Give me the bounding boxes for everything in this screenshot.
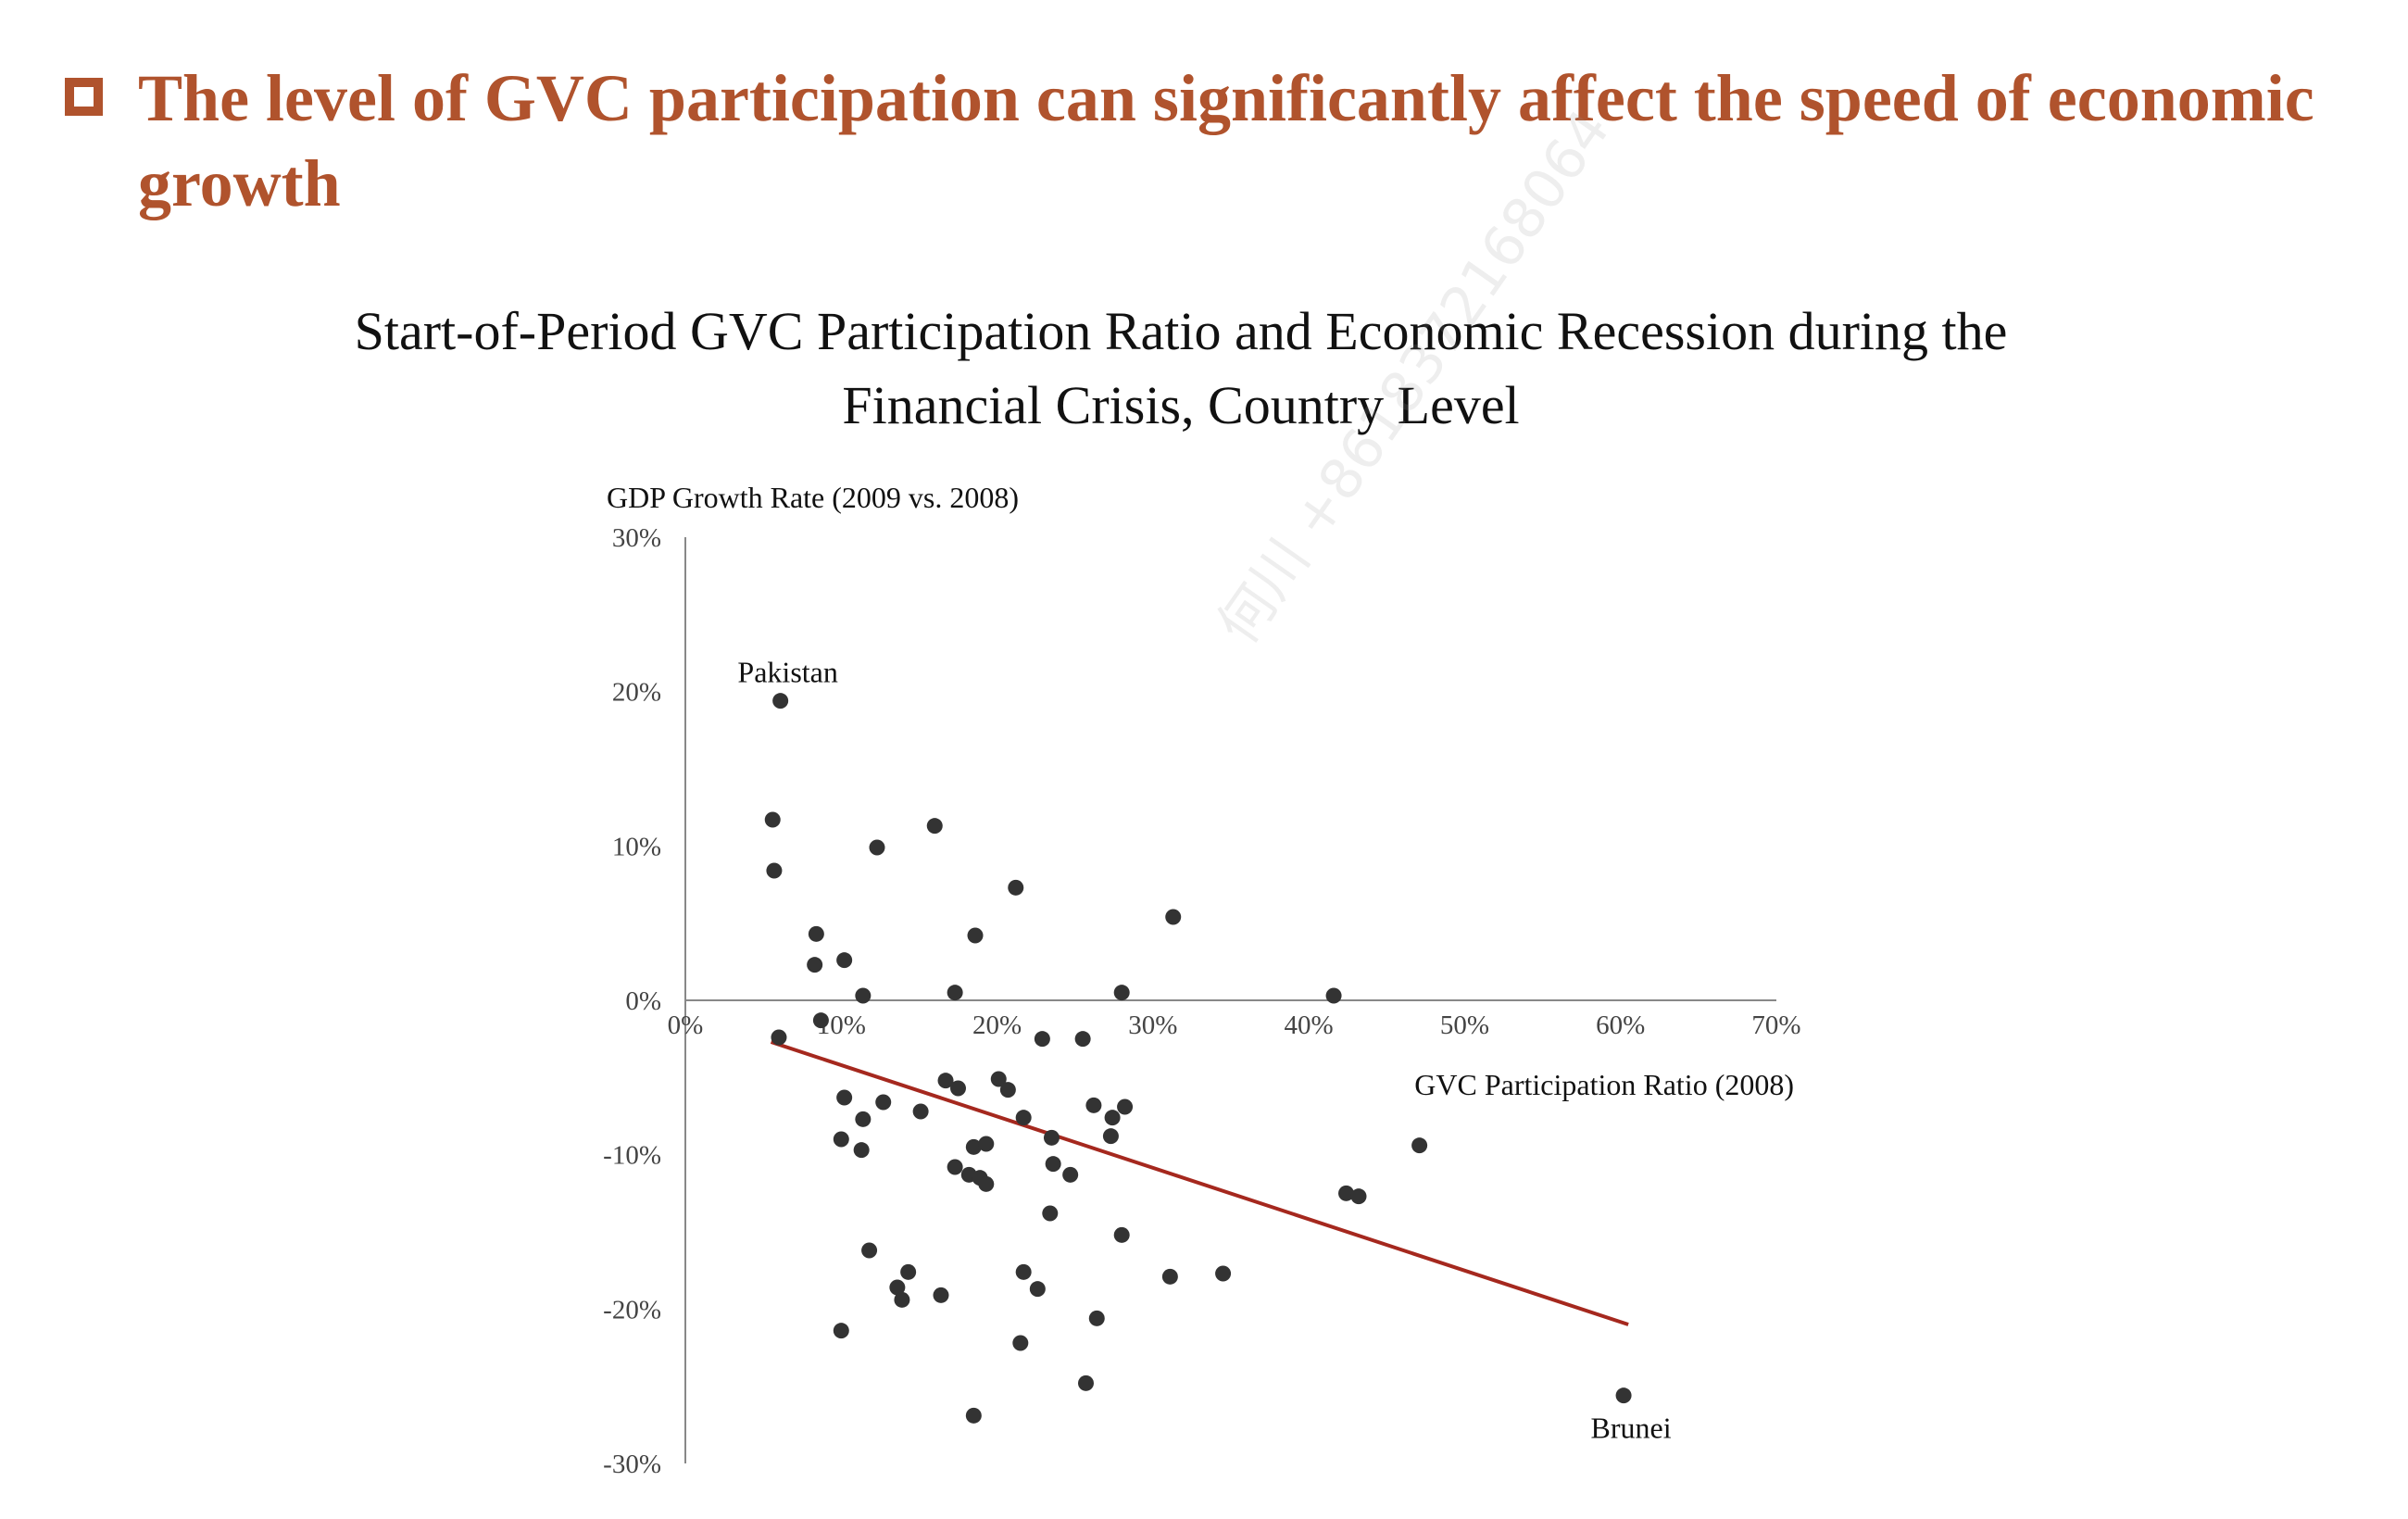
trendline xyxy=(770,1040,1629,1326)
data-point xyxy=(861,1242,878,1259)
data-point xyxy=(1012,1335,1029,1351)
data-point xyxy=(1045,1156,1061,1173)
tick-labels: 0% 10% 20% 30% 40% 50% 60% 70%30%20%10%0%-10%-2… xyxy=(603,523,1800,1479)
data-point xyxy=(1062,1166,1079,1183)
data-point xyxy=(1077,1375,1094,1391)
chart-title: Start-of-Period GVC Participation Ratio … xyxy=(354,301,2008,435)
data-point xyxy=(965,1138,982,1155)
y-tick-label: -20% xyxy=(603,1295,661,1324)
y-axis-label: GDP Growth Rate (2009 vs. 2008) xyxy=(607,481,1019,514)
data-point xyxy=(999,1082,1016,1098)
square-bullet-icon xyxy=(65,78,103,116)
data-point xyxy=(1085,1097,1102,1113)
data-point xyxy=(1165,909,1182,925)
data-point xyxy=(853,1142,870,1159)
y-tick-label: 30% xyxy=(612,523,661,553)
data-point xyxy=(1015,1110,1032,1126)
x-tick-label: 70% xyxy=(1751,1011,1800,1040)
data-point xyxy=(950,1080,966,1097)
slide-headline: The level of GVC participation can signi… xyxy=(65,56,2343,226)
data-point xyxy=(990,1071,1007,1087)
x-tick-label: 30% xyxy=(1128,1011,1177,1040)
point-annotation-label: Pakistan xyxy=(737,656,837,689)
x-tick-label: 20% xyxy=(972,1011,1022,1040)
data-point xyxy=(836,1089,853,1106)
data-point xyxy=(833,1323,849,1339)
data-point xyxy=(1104,1110,1121,1126)
point-annotations: Pakistan Brunei xyxy=(737,656,1671,1445)
data-point xyxy=(1088,1310,1105,1326)
data-point xyxy=(889,1279,906,1296)
data-point xyxy=(1411,1137,1428,1154)
data-point xyxy=(894,1291,910,1308)
x-tick-label: 0% xyxy=(668,1011,704,1040)
data-point xyxy=(1042,1205,1059,1222)
data-point xyxy=(947,1159,963,1175)
data-point xyxy=(1350,1188,1367,1205)
data-point xyxy=(1008,879,1024,896)
point-annotation-label: Brunei xyxy=(1591,1412,1672,1445)
data-points xyxy=(764,693,1632,1424)
data-point xyxy=(947,985,963,1001)
data-point xyxy=(900,1263,917,1280)
data-point xyxy=(978,1136,995,1152)
data-point xyxy=(808,925,824,942)
data-point xyxy=(965,1407,982,1424)
data-point xyxy=(1113,1226,1130,1243)
data-point xyxy=(1113,985,1130,1001)
data-point xyxy=(807,957,823,973)
data-point xyxy=(1043,1129,1060,1146)
x-axis-label: GVC Participation Ratio (2008) xyxy=(1414,1068,1794,1101)
data-point xyxy=(875,1094,892,1111)
data-point xyxy=(764,811,781,828)
data-point xyxy=(772,693,789,709)
data-point xyxy=(812,1012,829,1029)
data-point xyxy=(869,839,885,856)
x-tick-label: 40% xyxy=(1285,1011,1334,1040)
data-point xyxy=(1338,1185,1355,1201)
data-point xyxy=(833,1131,849,1148)
data-point xyxy=(836,952,853,969)
y-tick-label: -30% xyxy=(603,1450,661,1479)
y-tick-label: -10% xyxy=(603,1141,661,1171)
data-point xyxy=(1074,1031,1091,1048)
data-point xyxy=(933,1287,949,1303)
y-tick-label: 20% xyxy=(612,678,661,708)
data-point xyxy=(1117,1098,1134,1115)
y-tick-label: 10% xyxy=(612,832,661,861)
data-point xyxy=(1015,1263,1032,1280)
data-point xyxy=(926,818,943,835)
y-tick-label: 0% xyxy=(625,986,661,1016)
data-point xyxy=(1325,987,1342,1004)
data-point xyxy=(978,1175,995,1192)
data-point xyxy=(1161,1268,1178,1285)
x-tick-label: 50% xyxy=(1440,1011,1489,1040)
chart-axes xyxy=(684,537,1776,1463)
data-point xyxy=(937,1073,954,1089)
data-point xyxy=(1615,1387,1632,1404)
data-point xyxy=(766,862,783,879)
data-point xyxy=(1102,1128,1119,1145)
data-point xyxy=(1029,1281,1046,1298)
headline-text: The level of GVC participation can signi… xyxy=(138,61,2314,220)
data-point xyxy=(967,927,984,944)
data-point xyxy=(1215,1265,1232,1282)
data-point xyxy=(912,1103,929,1120)
trendline-group xyxy=(770,1040,1629,1326)
x-tick-label: 60% xyxy=(1596,1011,1645,1040)
data-point xyxy=(855,1111,872,1127)
data-point xyxy=(771,1029,787,1046)
data-point xyxy=(1034,1031,1050,1048)
data-point xyxy=(855,987,872,1004)
